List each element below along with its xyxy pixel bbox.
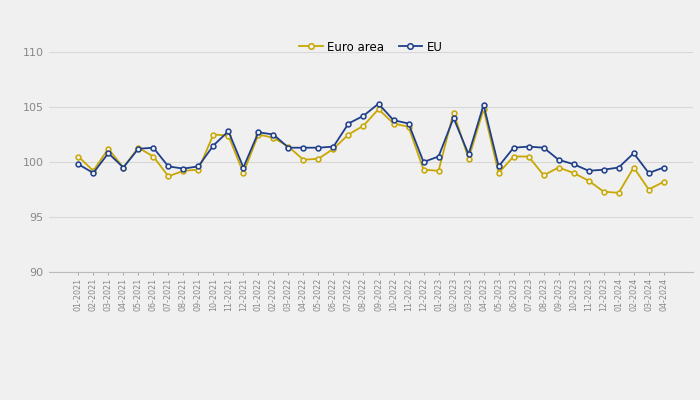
Euro area	[629, 165, 638, 170]
Euro area	[149, 154, 158, 159]
EU	[89, 170, 97, 175]
EU	[284, 145, 293, 150]
Euro area	[480, 107, 488, 112]
EU	[554, 157, 563, 162]
Line: EU: EU	[76, 101, 666, 176]
Euro area	[435, 168, 443, 173]
EU	[435, 154, 443, 159]
EU	[629, 151, 638, 156]
EU	[464, 152, 473, 157]
Euro area	[374, 107, 383, 112]
Euro area	[270, 135, 278, 140]
Euro area	[119, 165, 127, 170]
EU	[584, 168, 593, 173]
Euro area	[389, 121, 398, 126]
EU	[419, 160, 428, 164]
Euro area	[314, 156, 323, 161]
Euro area	[239, 170, 248, 175]
Euro area	[405, 124, 413, 129]
Euro area	[584, 178, 593, 183]
Euro area	[554, 165, 563, 170]
EU	[359, 113, 368, 118]
Euro area	[194, 167, 202, 172]
Euro area	[209, 132, 218, 137]
EU	[270, 132, 278, 137]
EU	[254, 130, 262, 135]
Euro area	[359, 123, 368, 128]
Euro area	[510, 154, 518, 159]
EU	[449, 116, 458, 120]
EU	[344, 121, 353, 126]
Euro area	[179, 168, 188, 173]
Legend: Euro area, EU: Euro area, EU	[295, 36, 447, 58]
Euro area	[329, 146, 337, 151]
Euro area	[599, 189, 608, 194]
Euro area	[299, 157, 307, 162]
EU	[329, 144, 337, 149]
Euro area	[344, 132, 353, 137]
EU	[179, 166, 188, 171]
Euro area	[419, 167, 428, 172]
EU	[480, 102, 488, 107]
EU	[134, 146, 143, 151]
EU	[570, 162, 578, 167]
EU	[194, 164, 202, 169]
Euro area	[104, 146, 113, 151]
EU	[209, 143, 218, 148]
EU	[540, 145, 548, 150]
EU	[510, 145, 518, 150]
Euro area	[540, 173, 548, 178]
EU	[389, 118, 398, 123]
EU	[149, 145, 158, 150]
EU	[494, 164, 503, 169]
Euro area	[570, 170, 578, 175]
EU	[119, 165, 127, 170]
EU	[659, 165, 668, 170]
EU	[74, 162, 83, 167]
EU	[239, 165, 248, 170]
EU	[104, 151, 113, 156]
Euro area	[254, 132, 262, 137]
EU	[615, 165, 623, 170]
Euro area	[524, 154, 533, 159]
EU	[374, 101, 383, 106]
Euro area	[134, 145, 143, 150]
Euro area	[659, 179, 668, 184]
Euro area	[645, 187, 653, 192]
Euro area	[615, 190, 623, 195]
EU	[314, 145, 323, 150]
Line: Euro area: Euro area	[76, 107, 666, 195]
Euro area	[74, 154, 83, 159]
Euro area	[224, 133, 232, 138]
EU	[164, 164, 172, 169]
EU	[299, 145, 307, 150]
Euro area	[464, 156, 473, 161]
EU	[524, 144, 533, 149]
EU	[405, 121, 413, 126]
Euro area	[164, 174, 172, 179]
Euro area	[449, 110, 458, 115]
EU	[224, 129, 232, 134]
Euro area	[284, 144, 293, 149]
Euro area	[494, 170, 503, 175]
EU	[599, 167, 608, 172]
Euro area	[89, 168, 97, 173]
EU	[645, 170, 653, 175]
